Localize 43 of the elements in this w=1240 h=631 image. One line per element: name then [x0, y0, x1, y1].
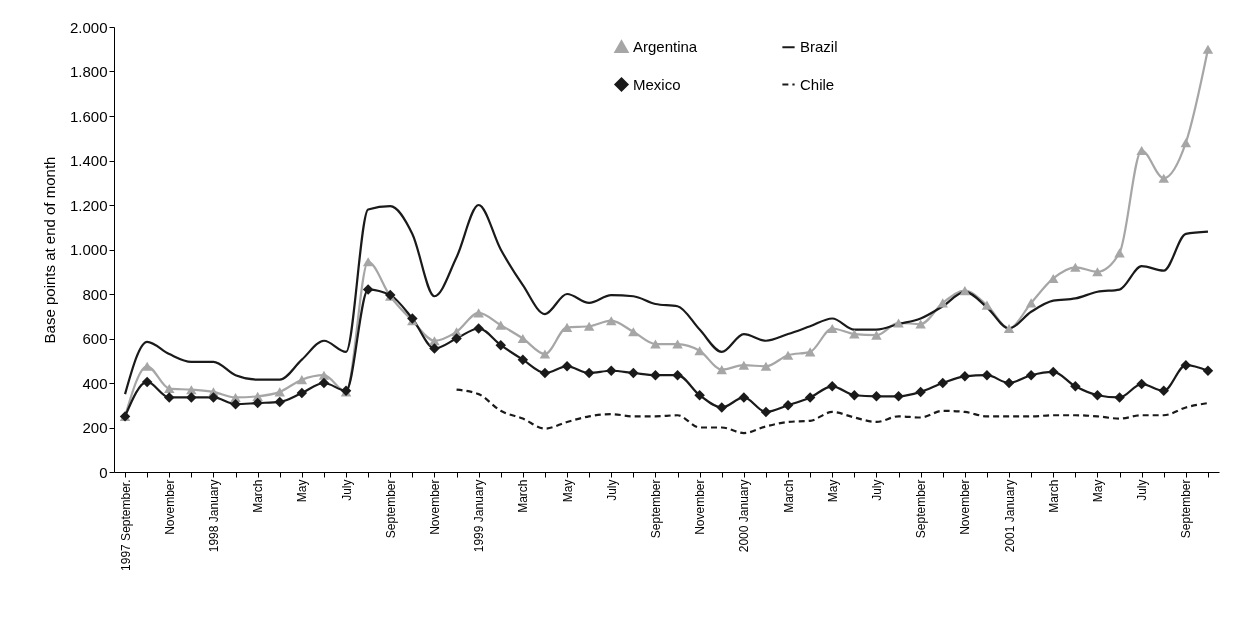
- y-tick-label: 1.400: [69, 152, 108, 169]
- x-tick-label: September: [383, 479, 398, 539]
- x-tick-label: September: [1179, 479, 1194, 539]
- x-tick-label: September: [648, 479, 663, 539]
- x-tick-label: November: [427, 479, 442, 535]
- x-tick-label: September: [914, 479, 929, 539]
- x-tick-label: November: [958, 479, 973, 535]
- x-tick-label: November: [693, 479, 708, 535]
- y-tick-label: 1.000: [69, 241, 108, 258]
- x-tick-label: May: [1090, 479, 1105, 503]
- x-tick-label: 1997 September.: [118, 479, 133, 571]
- x-tick-label: 2000 January: [737, 479, 752, 553]
- x-tick-label: 2001 January: [1002, 479, 1017, 553]
- x-tick-label: March: [781, 479, 796, 513]
- y-tick-label: 2.000: [69, 18, 108, 36]
- x-tick-label: March: [516, 479, 531, 513]
- y-tick-label: 1.600: [69, 107, 108, 125]
- x-tick-label: November: [162, 479, 177, 535]
- legend-label: Brazil: [800, 38, 838, 56]
- y-axis-title: Base points at end of month: [40, 156, 58, 344]
- y-tick-label: 200: [82, 419, 108, 436]
- line-series: [123, 203, 1210, 396]
- x-tick-label: July: [1135, 479, 1150, 501]
- y-tick-label: 0: [99, 463, 108, 481]
- x-tick-label: May: [825, 479, 840, 503]
- line-series: [455, 388, 1210, 435]
- x-tick-label: May: [560, 479, 575, 503]
- y-tick-label: 600: [82, 330, 108, 347]
- x-tick-label: July: [604, 479, 619, 501]
- legend-label: Mexico: [633, 75, 681, 93]
- x-tick-label: July: [869, 479, 884, 501]
- x-tick-label: July: [339, 479, 354, 501]
- y-tick-label: 400: [82, 374, 108, 392]
- x-tick-label: May: [295, 479, 310, 503]
- x-tick-label: 1998 January: [206, 479, 221, 553]
- legend-label: Chile: [800, 75, 835, 93]
- x-tick-label: March: [1046, 479, 1061, 513]
- x-tick-label: March: [251, 479, 266, 513]
- y-tick-label: 800: [82, 285, 108, 303]
- x-tick-label: 1999 January: [472, 479, 487, 553]
- y-tick-label: 1.200: [69, 196, 108, 214]
- legend-label: Argentina: [633, 37, 698, 55]
- y-tick-label: 1.800: [69, 63, 108, 80]
